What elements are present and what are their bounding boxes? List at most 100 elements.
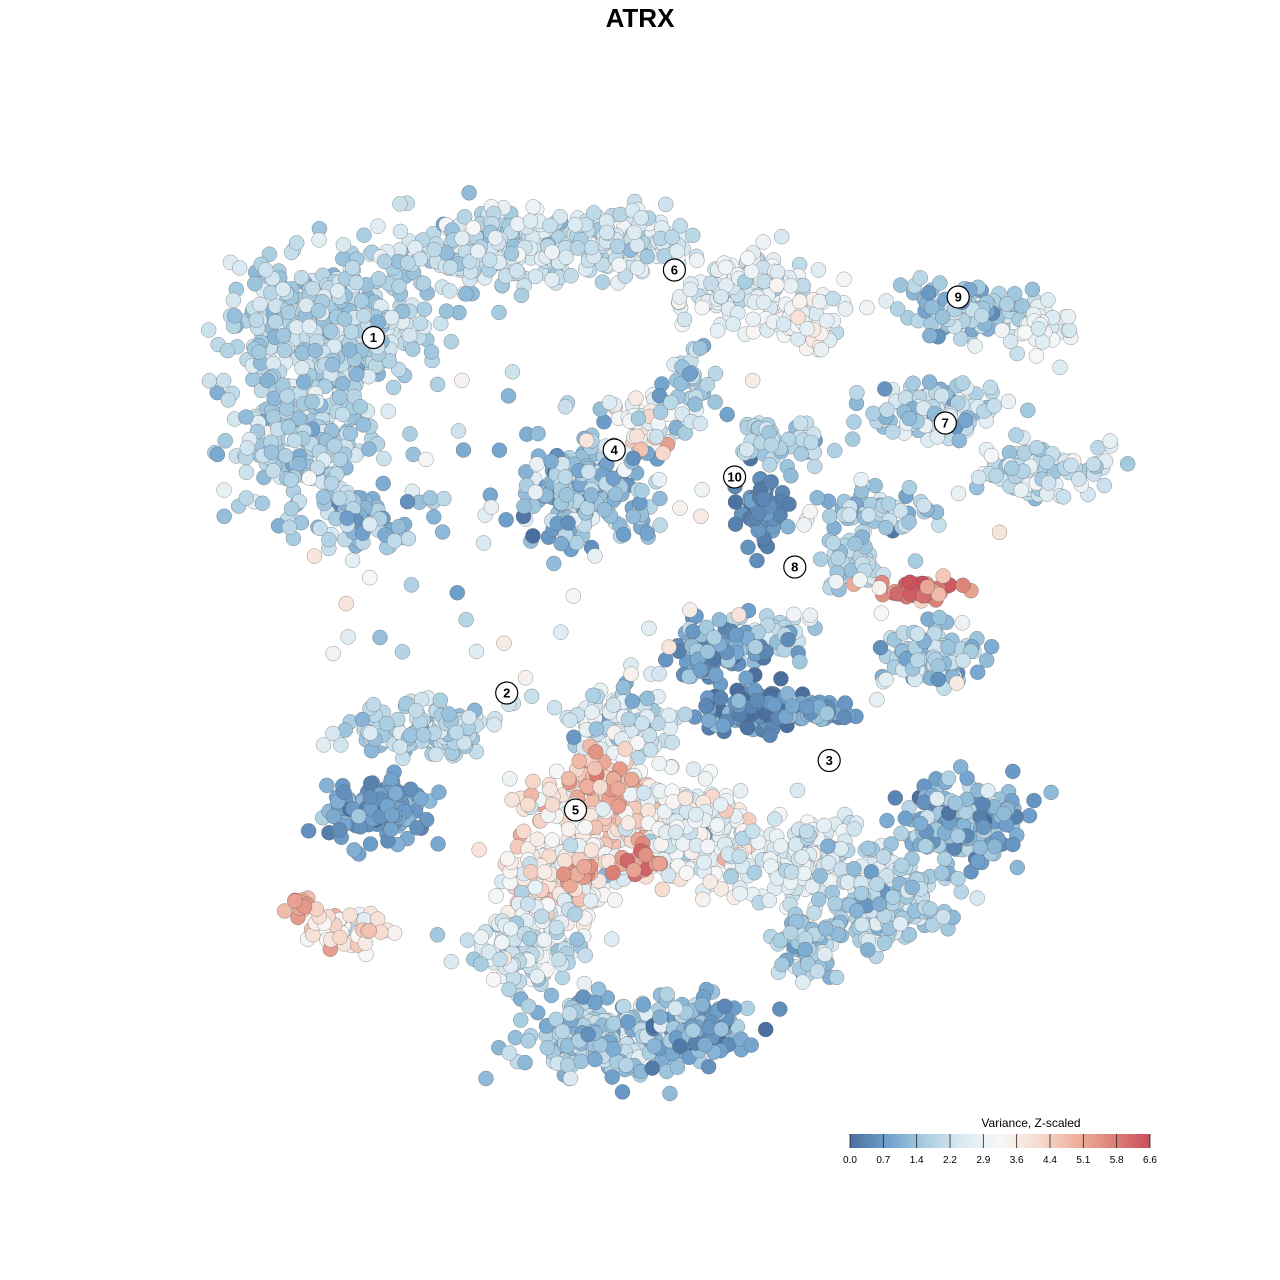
cell-point <box>950 485 967 502</box>
cell-point <box>392 196 408 212</box>
cell-point <box>584 704 600 720</box>
cell-point <box>743 263 760 279</box>
cell-point <box>646 1038 663 1054</box>
cell-point <box>769 277 785 294</box>
cell-point <box>847 535 863 552</box>
cell-point <box>523 864 539 880</box>
cell-point <box>810 262 827 278</box>
cell-point <box>507 1029 524 1046</box>
cell-point <box>529 456 545 472</box>
cell-point <box>560 515 576 531</box>
cell-point <box>605 1015 622 1032</box>
cell-point <box>934 309 951 325</box>
cell-point <box>728 626 744 643</box>
cell-point <box>1030 321 1047 337</box>
cell-point <box>615 526 632 543</box>
cell-point <box>376 253 393 270</box>
cell-point <box>821 508 838 525</box>
cell-point <box>238 409 254 425</box>
cell-point <box>291 455 307 472</box>
cell-point <box>634 715 650 732</box>
cell-point <box>836 709 853 726</box>
cell-point <box>529 831 546 848</box>
cell-point <box>461 185 477 201</box>
cell-point <box>567 217 583 233</box>
cell-point <box>287 893 303 909</box>
cell-point <box>508 263 525 279</box>
cell-point <box>321 531 337 548</box>
cell-point <box>217 433 233 449</box>
cell-point <box>730 693 747 709</box>
cell-point <box>238 464 255 481</box>
cell-point <box>326 437 343 454</box>
cell-point <box>685 227 701 244</box>
cell-point <box>362 725 379 741</box>
cell-point <box>755 294 772 311</box>
cell-point <box>307 342 323 359</box>
cell-point <box>635 997 652 1013</box>
cell-point <box>636 785 652 801</box>
cell-point <box>216 482 232 498</box>
cell-point <box>713 288 729 305</box>
legend-tick-label: 2.9 <box>976 1155 990 1166</box>
cell-point <box>648 428 665 445</box>
cell-point <box>749 692 765 709</box>
cell-point <box>567 906 583 922</box>
cell-point <box>825 290 841 307</box>
cell-point <box>854 916 870 933</box>
cell-point <box>385 379 402 396</box>
cell-point <box>380 403 397 420</box>
cell-point <box>595 801 611 817</box>
cell-point <box>577 819 593 836</box>
cell-point <box>912 815 929 832</box>
cell-point <box>809 963 826 979</box>
cell-point <box>1060 308 1076 325</box>
cluster-label: 1 <box>370 330 377 345</box>
cell-point <box>361 922 377 939</box>
cell-point <box>403 577 420 593</box>
cell-point <box>362 569 378 586</box>
cell-point <box>871 580 888 596</box>
cell-point <box>699 376 716 393</box>
cell-point <box>774 228 790 245</box>
cell-point <box>974 307 990 324</box>
cell-point <box>309 459 326 476</box>
cell-point <box>525 773 541 790</box>
cell-point <box>929 791 945 807</box>
cell-point <box>1040 292 1056 308</box>
cell-point <box>1034 334 1051 350</box>
cell-point <box>471 842 487 858</box>
cell-point <box>773 671 789 687</box>
cell-point <box>1040 475 1057 491</box>
cell-point <box>339 510 356 526</box>
cell-point <box>812 868 828 884</box>
legend-tick-label: 5.1 <box>1076 1155 1090 1166</box>
cell-point <box>341 342 358 358</box>
cell-point <box>740 539 756 556</box>
cell-point <box>761 892 778 909</box>
cell-point <box>978 652 995 668</box>
cell-point <box>379 715 395 732</box>
cell-point <box>639 525 656 541</box>
cell-point <box>585 687 601 704</box>
cell-point <box>996 805 1012 822</box>
cell-point <box>434 524 451 540</box>
cell-point <box>813 341 830 358</box>
cell-point <box>562 837 579 853</box>
cell-point <box>626 224 643 241</box>
cell-point <box>219 342 236 359</box>
cell-point <box>693 508 709 525</box>
cell-point <box>879 812 895 829</box>
cell-point <box>723 869 739 885</box>
cell-point <box>455 442 472 458</box>
cell-point <box>912 270 929 286</box>
cell-point <box>953 884 969 900</box>
cell-point <box>732 885 748 902</box>
cell-point <box>283 500 300 517</box>
cell-point <box>1039 454 1055 471</box>
cell-point <box>652 490 668 507</box>
cell-point <box>361 441 377 457</box>
cell-point <box>491 442 508 458</box>
cell-point <box>727 516 744 532</box>
cell-point <box>780 631 796 648</box>
